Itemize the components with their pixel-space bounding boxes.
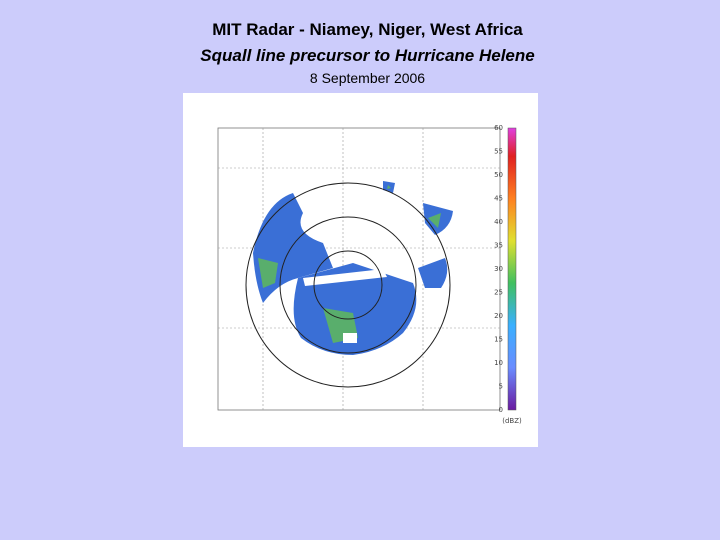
- colorbar-label: 10: [494, 359, 503, 367]
- colorbar-label: 20: [494, 312, 503, 320]
- colorbar-label: 15: [494, 336, 503, 344]
- colorbar-label: 60: [494, 124, 503, 132]
- colorbar-label: 0: [499, 406, 503, 414]
- colorbar-label: 45: [494, 195, 503, 203]
- colorbar-label: 35: [494, 242, 503, 250]
- colorbar-label: 5: [499, 383, 503, 391]
- colorbar-unit: (dBZ): [502, 417, 522, 425]
- colorbar-label: 25: [494, 289, 503, 297]
- slide-date: 8 September 2006: [309, 70, 426, 86]
- colorbar-label: 40: [494, 218, 503, 226]
- slide-title: MIT Radar - Niamey, Niger, West Africa: [212, 20, 523, 39]
- colorbar-label: 55: [494, 148, 503, 156]
- slide-subtitle: Squall line precursor to Hurricane Helen…: [200, 46, 535, 65]
- colorbar-label: 30: [494, 265, 503, 273]
- colorbar: [507, 127, 517, 411]
- colorbar-label: 50: [494, 171, 503, 179]
